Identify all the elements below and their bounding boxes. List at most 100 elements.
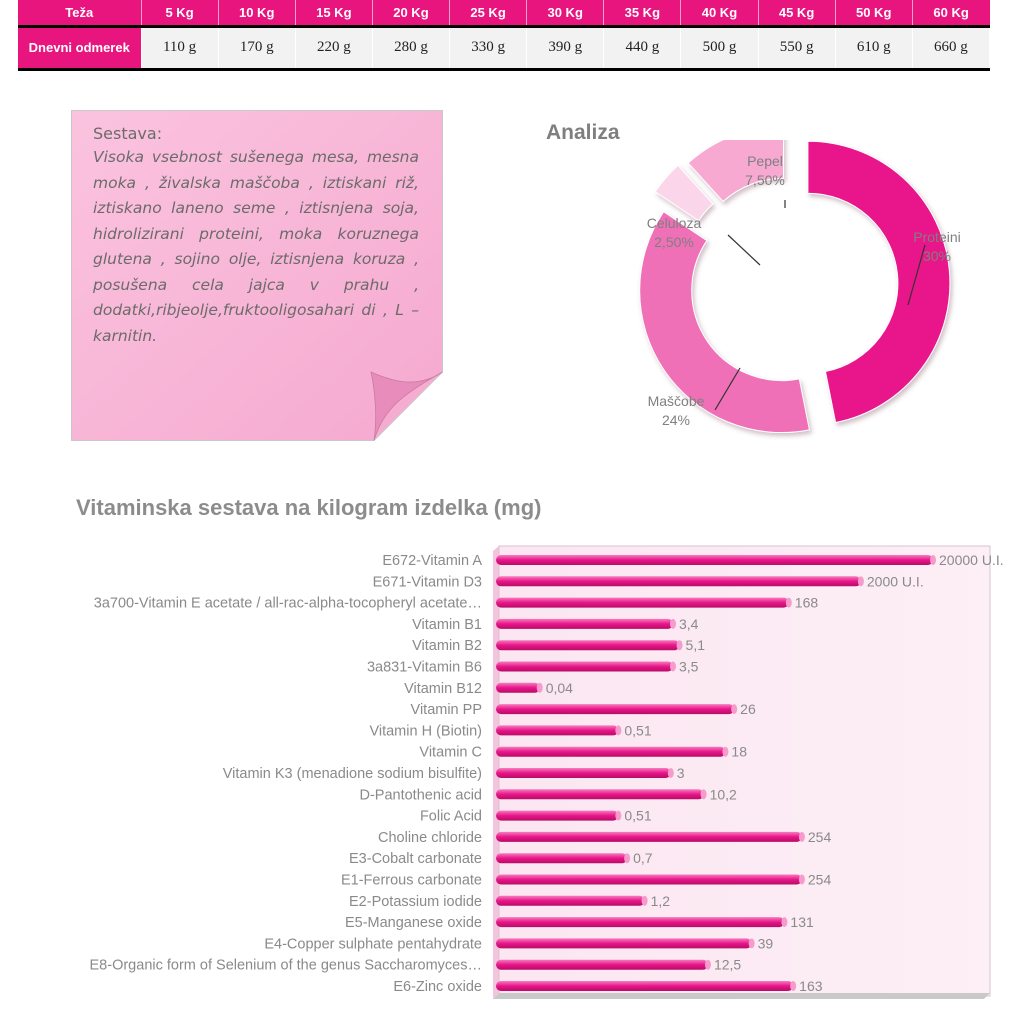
vitamin-bar-cap: [669, 618, 676, 629]
vitamin-bar: [496, 895, 645, 906]
vitamin-bar: [496, 746, 726, 757]
dose-cell: 660 g: [912, 26, 991, 71]
bar-value-label: 12,5: [714, 957, 741, 973]
vitamin-bar: [496, 789, 704, 800]
bar-value-label: 254: [808, 872, 832, 888]
plot-area: [498, 545, 991, 997]
bar-category-label: Vitamin PP: [411, 702, 482, 718]
bar-category-label: E3-Cobalt carbonate: [349, 851, 482, 867]
vitamin-bar: [496, 661, 673, 672]
bar-category-label: E671-Vitamin D3: [373, 574, 482, 590]
vitamin-bar: [496, 938, 752, 949]
bar-value-label: 20000 U.I.: [939, 552, 1004, 568]
composition-title: Sestava:: [93, 124, 163, 143]
bar-category-label: E8-Organic form of Selenium of the genus…: [90, 958, 482, 974]
weight-cell: 35 Kg: [603, 0, 682, 28]
vitamin-bar-cap: [748, 938, 755, 949]
donut-slice-0: [807, 140, 951, 424]
weight-cell: 20 Kg: [372, 0, 451, 28]
vitamin-bar-cap: [615, 810, 622, 821]
donut-slice-percent: 24%: [662, 412, 690, 428]
bar-category-label: E2-Potassium iodide: [349, 894, 482, 910]
bar-value-label: 18: [731, 744, 747, 760]
vitamin-bar: [496, 831, 802, 842]
bar-value-label: 0,51: [624, 722, 651, 738]
weight-cell: 30 Kg: [526, 0, 605, 28]
dose-cell: 390 g: [526, 26, 605, 71]
bar-value-label: 131: [790, 914, 814, 930]
vitamin-bar-cap: [704, 959, 711, 970]
bar-value-label: 3,5: [679, 659, 699, 675]
vitamin-bar-cap: [700, 789, 707, 800]
bar-category-label: E672-Vitamin A: [382, 553, 482, 569]
weight-cell: 25 Kg: [449, 0, 528, 28]
vitamin-bar: [496, 704, 735, 715]
bar-category-label: 3a831-Vitamin B6: [367, 660, 482, 676]
bar-value-label: 168: [795, 595, 819, 611]
donut-slice-name: Pepel: [747, 153, 783, 169]
donut-leader-line: [714, 367, 741, 411]
dose-cell: 330 g: [449, 26, 528, 71]
donut-leader-line: [727, 234, 761, 266]
bar-value-label: 254: [808, 829, 832, 845]
donut-slice-percent: 2,50%: [654, 234, 694, 250]
vitamin-bar-cap: [930, 555, 936, 565]
bar-category-label: E4-Copper sulphate pentahydrate: [264, 936, 482, 952]
plot-floor: [493, 993, 990, 999]
vitamin-bar-cap: [615, 725, 622, 736]
donut-slice-name: Celuloza: [647, 215, 702, 231]
vitamin-bar: [496, 555, 933, 565]
bar-category-label: E1-Ferrous carbonate: [341, 873, 482, 889]
dose-cell: 610 g: [835, 26, 913, 71]
vitamin-bar-cap: [798, 874, 805, 885]
weight-cell: 60 Kg: [912, 0, 990, 28]
composition-body: Visoka vsebnost sušenega mesa, mesna mok…: [93, 148, 419, 345]
donut-slice-percent: 7,50%: [745, 172, 785, 188]
bar-value-label: 1,2: [651, 893, 671, 909]
bar-value-label: 3: [677, 765, 685, 781]
bar-category-label: Vitamin B12: [404, 681, 482, 697]
donut-leader-line: [907, 244, 926, 306]
bar-value-label: 26: [740, 701, 756, 717]
donut-slice-3: [687, 140, 785, 203]
donut-slice-name: Proteini: [913, 229, 960, 245]
vitamin-bar-cap: [667, 768, 674, 778]
analysis-title: Analiza: [546, 121, 620, 144]
vitamin-bar-cap: [781, 917, 788, 928]
vitamin-bar-cap: [676, 640, 683, 651]
sticky-note-shape: [71, 110, 443, 441]
donut-slice-name: Maščobe: [648, 393, 705, 409]
weight-cell: 40 Kg: [680, 0, 759, 28]
vitamin-bar-cap: [785, 597, 792, 608]
bar-category-label: Folic Acid: [420, 809, 482, 825]
bar-category-label: E6-Zinc oxide: [393, 979, 482, 995]
dose-cell: 110 g: [141, 26, 219, 71]
vitamin-bar-cap: [722, 746, 729, 757]
vitamin-bar: [496, 682, 540, 693]
bar-category-label: E5-Manganese oxide: [345, 915, 482, 931]
vitamin-bar: [496, 768, 671, 778]
vitamin-bar: [496, 853, 628, 864]
vitamin-bar: [496, 597, 789, 608]
vitamin-bar-cap: [857, 576, 864, 587]
feeding-table: Teža 5 Kg 10 Kg 15 Kg 20 Kg 25 Kg 30 Kg …: [18, 0, 991, 71]
header-label-cell: Teža: [18, 0, 142, 28]
weight-cell: 45 Kg: [758, 0, 836, 28]
row-label-cell: Dnevni odmerek: [18, 26, 142, 71]
bar-value-label: 5,1: [686, 637, 706, 653]
vitamin-bar: [496, 618, 673, 629]
vitamin-bar-cap: [624, 853, 631, 864]
vitamin-chart-title: Vitaminska sestava na kilogram izdelka (…: [76, 495, 542, 520]
vitamin-bar: [496, 810, 619, 821]
weight-cell: 15 Kg: [295, 0, 373, 28]
vitamin-bar-cap: [731, 704, 738, 715]
bar-category-label: Vitamin B2: [412, 638, 482, 654]
bar-value-label: 2000 U.I.: [867, 573, 924, 589]
bar-value-label: 0,04: [546, 680, 573, 696]
vitamin-bar: [496, 959, 708, 970]
vitamin-bar-cap: [536, 682, 543, 693]
vitamin-bar: [496, 576, 861, 587]
donut-slice-2: [654, 164, 714, 222]
dose-cell: 500 g: [680, 26, 759, 71]
vitamin-bar-cap: [669, 661, 676, 672]
